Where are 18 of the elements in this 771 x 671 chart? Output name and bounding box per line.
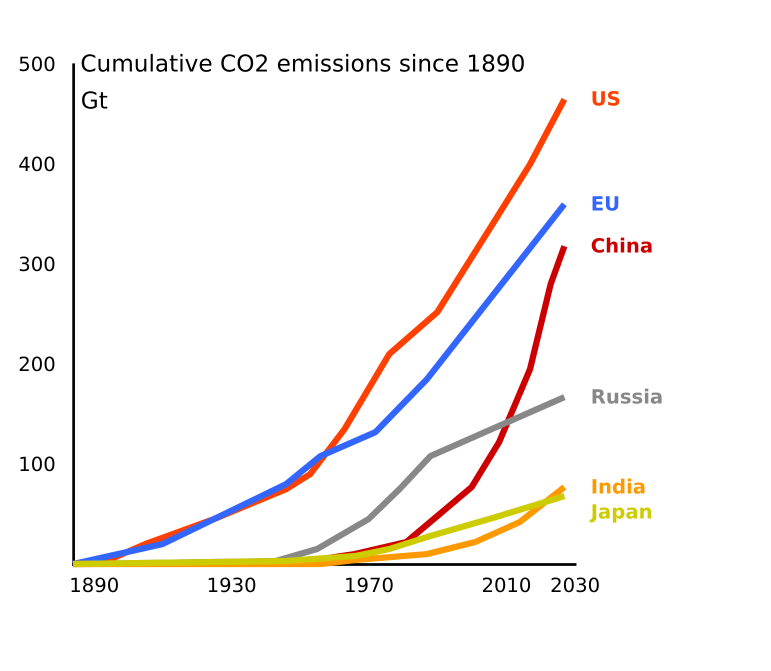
x-tick-label: 2030 xyxy=(550,574,600,598)
y-axis-title: Gt xyxy=(80,87,108,114)
y-tick-label: 100 xyxy=(18,452,56,476)
series-label: China xyxy=(590,234,654,258)
y-tick-label: 200 xyxy=(18,352,56,376)
series-label: EU xyxy=(590,192,620,216)
x-tick-label: 1970 xyxy=(344,574,394,598)
x-tick-label: 1930 xyxy=(206,574,257,598)
x-tick-label: 1890 xyxy=(69,574,120,598)
series-label: Russia xyxy=(590,385,664,408)
x-tick-label: 2010 xyxy=(481,574,532,598)
y-tick-label: 300 xyxy=(18,252,56,276)
series-label: Japan xyxy=(588,500,653,524)
series-label: India xyxy=(590,475,646,498)
series-label: US xyxy=(590,88,621,111)
y-tick-label: 400 xyxy=(18,152,56,176)
y-tick-label: 500 xyxy=(18,53,56,76)
chart-title: Cumulative CO2 emissions since 1890 xyxy=(80,50,526,78)
